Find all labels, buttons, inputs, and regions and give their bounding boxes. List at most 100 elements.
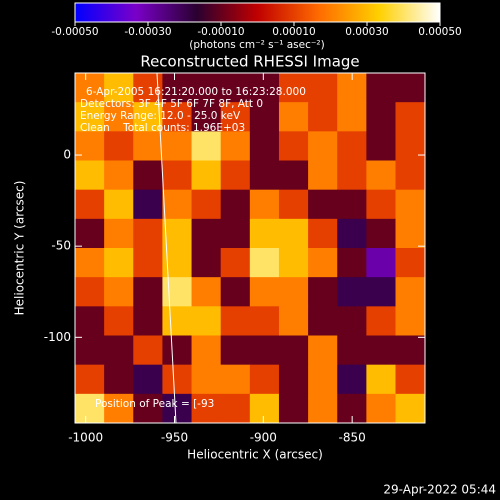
heatmap-cell	[104, 364, 134, 395]
heatmap-cell	[191, 160, 222, 191]
heatmap-cell	[162, 102, 193, 132]
heatmap-cell	[337, 364, 367, 395]
heatmap-cell	[162, 73, 193, 103]
heatmap-cell	[366, 102, 397, 132]
heatmap-cell	[308, 131, 338, 161]
heatmap-cell	[191, 218, 222, 249]
heatmap-cell	[278, 218, 309, 249]
heatmap-cell	[220, 160, 251, 191]
heatmap-cell	[191, 306, 222, 336]
heatmap-cell	[162, 160, 193, 191]
heatmap-cell	[220, 73, 251, 103]
heatmap-cell	[75, 306, 105, 336]
heatmap-cell	[133, 102, 163, 132]
colorbar-tick-label: -0.00010	[197, 26, 244, 38]
annotation: Detectors: 3F 4F 5F 6F 7F 8F, Att 0	[80, 98, 263, 110]
heatmap-cell	[366, 248, 397, 278]
heatmap-cell	[191, 189, 222, 220]
colorbar-tick-label: -0.00050	[51, 26, 98, 38]
x-axis-label: Heliocentric X (arcsec)	[187, 448, 323, 462]
heatmap-cell	[308, 160, 338, 191]
heatmap-cell	[366, 306, 397, 336]
heatmap-cell	[220, 306, 251, 336]
heatmap-cell	[162, 277, 193, 307]
heatmap-cell	[278, 306, 309, 336]
heatmap-cell	[104, 160, 134, 191]
heatmap-cell	[308, 306, 338, 336]
heatmap-cell	[308, 335, 338, 366]
heatmap-cell	[75, 248, 105, 278]
annotation: Clean Total counts: 1.96E+03	[80, 122, 245, 134]
heatmap-cell	[162, 364, 193, 395]
heatmap-cell	[395, 160, 426, 191]
heatmap-cell	[395, 364, 426, 395]
heatmap-cell	[395, 335, 426, 366]
y-tick-label: -50	[51, 239, 71, 253]
heatmap-cell	[104, 73, 134, 103]
heatmap-cell	[337, 277, 367, 307]
heatmap-cell	[220, 131, 251, 161]
heatmap-cell	[133, 248, 163, 278]
heatmap-cell	[308, 218, 338, 249]
heatmap-cell	[278, 131, 309, 161]
heatmap-cell	[249, 248, 280, 278]
heatmap-cell	[308, 73, 338, 103]
heatmap-cell	[395, 218, 426, 249]
heatmap-cell	[337, 248, 367, 278]
heatmap-cell	[133, 131, 163, 161]
heatmap-cell	[249, 102, 280, 132]
heatmap-cell	[104, 131, 134, 161]
heatmap-cell	[366, 335, 397, 366]
heatmap-cell	[104, 277, 134, 307]
heatmap-cell	[191, 73, 222, 103]
heatmap-cell	[75, 364, 105, 395]
plot-frame	[74, 72, 426, 424]
y-tick-label: -100	[44, 330, 71, 344]
heatmap-cell	[104, 102, 134, 132]
heatmap-cell	[162, 131, 193, 161]
heatmap-cell	[337, 102, 367, 132]
heatmap-cell	[75, 102, 105, 132]
heatmap-cell	[249, 364, 280, 395]
heatmap-cell	[75, 73, 105, 103]
heatmap-cell	[366, 277, 397, 307]
colorbar-tick-label: -0.00030	[124, 26, 171, 38]
heatmap-cell	[278, 248, 309, 278]
heatmap-cell	[191, 393, 222, 424]
heatmap-cell	[395, 306, 426, 336]
heatmap-cell	[249, 73, 280, 103]
heatmap-cell	[162, 335, 193, 366]
heatmap-cell	[308, 189, 338, 220]
heatmap-cell	[366, 160, 397, 191]
heatmap-cell	[278, 160, 309, 191]
heatmap-cell	[278, 335, 309, 366]
colorbar-label: (photons cm⁻² s⁻¹ asec⁻²)	[189, 39, 324, 51]
heatmap-cell	[75, 160, 105, 191]
heatmap-cell	[133, 364, 163, 395]
heatmap-cell	[191, 335, 222, 366]
x-tick-label: -900	[250, 431, 277, 445]
heatmap-cell	[395, 189, 426, 220]
heatmap-cell	[191, 364, 222, 395]
heatmap-cell	[220, 335, 251, 366]
heatmap-cell	[337, 160, 367, 191]
heatmap-cell	[337, 218, 367, 249]
heatmap-cell	[249, 306, 280, 336]
heatmap-cell	[220, 218, 251, 249]
heatmap-cell	[395, 393, 426, 424]
heatmap-cell	[220, 277, 251, 307]
y-axis-label: Heliocentric Y (arcsec)	[13, 181, 27, 316]
heatmap-cell	[395, 131, 426, 161]
heatmap-cell	[104, 189, 134, 220]
heatmap-cell	[249, 277, 280, 307]
annotation: Position of Peak = [-93	[95, 398, 214, 410]
heatmap-cell	[278, 364, 309, 395]
heatmap-cell	[162, 189, 193, 220]
heatmap-cell	[249, 131, 280, 161]
heatmap-cell	[366, 131, 397, 161]
limb-line	[156, 72, 177, 424]
heatmap-cell	[337, 335, 367, 366]
heatmap-cell	[308, 393, 338, 424]
heatmap-cell	[162, 393, 193, 424]
heatmap-cell	[278, 393, 309, 424]
